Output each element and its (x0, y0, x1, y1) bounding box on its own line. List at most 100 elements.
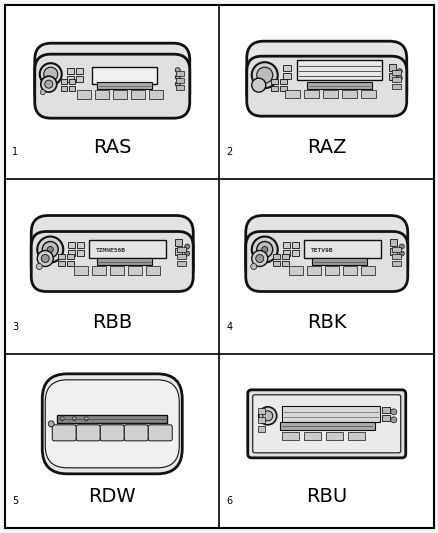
Bar (67, 254, 74, 259)
Circle shape (390, 409, 396, 415)
Bar (282, 249, 289, 255)
Text: 3: 3 (12, 322, 18, 332)
Circle shape (44, 67, 58, 81)
Bar (303, 432, 320, 440)
Bar (77, 90, 91, 99)
Bar (95, 90, 109, 99)
Bar (68, 249, 75, 255)
Circle shape (175, 75, 180, 79)
Bar (69, 86, 74, 91)
Bar (391, 261, 400, 265)
Text: RAZ: RAZ (306, 139, 346, 157)
Bar (270, 86, 277, 91)
Circle shape (390, 417, 396, 423)
Circle shape (37, 237, 63, 263)
FancyBboxPatch shape (35, 54, 189, 118)
Bar (67, 68, 74, 74)
Circle shape (251, 251, 267, 266)
Bar (388, 73, 395, 80)
Text: TETV9B: TETV9B (310, 248, 332, 253)
Circle shape (42, 241, 58, 257)
Bar (325, 432, 342, 440)
Bar (311, 257, 366, 264)
Bar (92, 67, 157, 84)
Bar (291, 249, 298, 255)
FancyBboxPatch shape (42, 374, 182, 474)
Circle shape (60, 417, 64, 421)
Text: TZMNE56B: TZMNE56B (96, 248, 126, 253)
Bar (296, 60, 381, 80)
Bar (391, 246, 400, 252)
Bar (288, 265, 302, 274)
Bar (175, 85, 184, 90)
FancyBboxPatch shape (245, 231, 407, 292)
Bar (306, 82, 371, 89)
Bar (324, 265, 338, 274)
Bar (113, 90, 127, 99)
Bar (110, 265, 124, 274)
Circle shape (396, 69, 401, 74)
Bar (341, 90, 356, 98)
Circle shape (261, 246, 267, 253)
FancyBboxPatch shape (52, 425, 76, 441)
Bar (58, 261, 65, 265)
Bar (272, 254, 279, 259)
Bar (389, 247, 396, 254)
Circle shape (184, 244, 189, 249)
Bar (257, 417, 264, 423)
Bar (58, 254, 65, 259)
Text: RBK: RBK (306, 313, 346, 332)
Bar (381, 407, 389, 413)
Bar (388, 64, 395, 71)
Bar (303, 90, 318, 98)
Bar (306, 265, 320, 274)
Bar (175, 71, 184, 76)
FancyBboxPatch shape (31, 231, 193, 292)
Bar (177, 261, 186, 265)
Bar (391, 70, 400, 75)
Bar (57, 415, 167, 423)
Bar (97, 82, 152, 89)
Bar (257, 426, 264, 432)
Circle shape (48, 421, 54, 427)
FancyBboxPatch shape (124, 425, 148, 441)
Bar (360, 265, 374, 274)
Bar (389, 238, 396, 246)
FancyBboxPatch shape (76, 425, 100, 441)
Text: RAS: RAS (93, 139, 131, 157)
Circle shape (41, 76, 57, 92)
Circle shape (37, 251, 53, 266)
Text: 2: 2 (226, 147, 232, 157)
Bar (342, 265, 356, 274)
Bar (281, 254, 288, 259)
Bar (360, 90, 375, 98)
Circle shape (45, 80, 53, 88)
Bar (67, 76, 74, 82)
FancyBboxPatch shape (246, 41, 406, 109)
Bar (131, 90, 145, 99)
Bar (89, 239, 166, 257)
Bar (279, 86, 286, 91)
Circle shape (72, 417, 76, 421)
Circle shape (251, 78, 265, 92)
Circle shape (256, 67, 272, 83)
Bar (148, 90, 162, 99)
Bar (282, 73, 290, 79)
FancyBboxPatch shape (45, 380, 179, 468)
Circle shape (256, 241, 272, 257)
Circle shape (184, 251, 189, 256)
Bar (391, 254, 400, 259)
Bar (76, 68, 82, 74)
FancyBboxPatch shape (31, 215, 193, 284)
FancyBboxPatch shape (247, 390, 405, 458)
Circle shape (251, 62, 277, 88)
Circle shape (398, 244, 403, 249)
Text: RBU: RBU (305, 487, 346, 506)
Bar (284, 90, 299, 98)
FancyBboxPatch shape (100, 425, 124, 441)
Bar (257, 408, 264, 414)
Bar (281, 406, 379, 422)
Bar (282, 241, 289, 247)
FancyBboxPatch shape (245, 215, 407, 284)
FancyBboxPatch shape (246, 56, 406, 116)
